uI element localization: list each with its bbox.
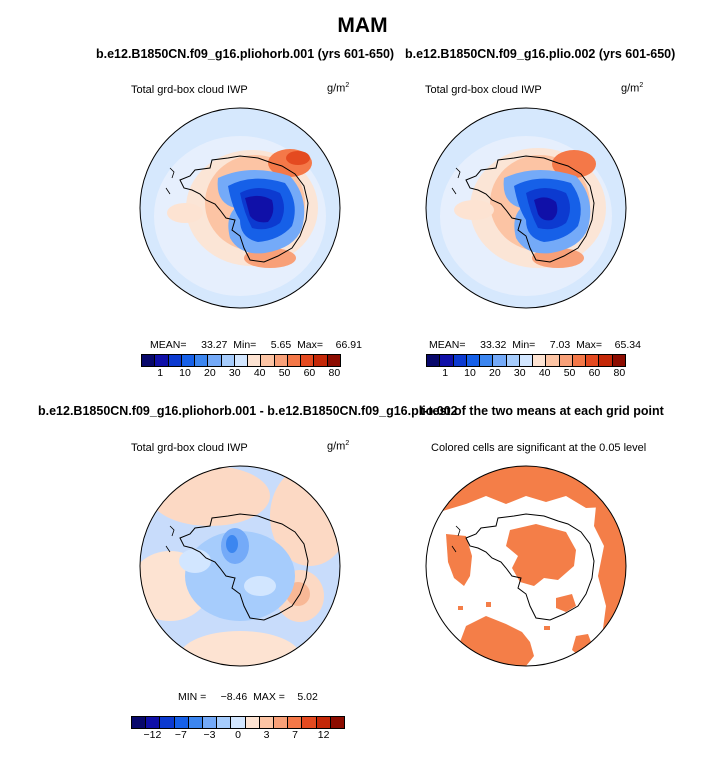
colorbar-swatch: [245, 717, 260, 728]
colorbar-swatch: [314, 355, 328, 366]
main-title: MAM: [337, 14, 388, 37]
colorbar-swatch: [301, 355, 315, 366]
colorbar-tick-label: 1: [157, 367, 164, 379]
colorbar-swatch: [274, 355, 288, 366]
colorbar-swatch: [546, 355, 560, 366]
colorbar-swatch: [155, 355, 169, 366]
panel-1-map: [139, 107, 341, 309]
colorbar-tick-label: 3: [263, 729, 270, 741]
colorbar-swatch: [231, 717, 246, 728]
panel-2-variable-label: Total grd-box cloud IWP: [425, 84, 542, 96]
panel-1-stats: MEAN= 33.27 Min= 5.65 Max= 66.91: [150, 339, 362, 351]
colorbar-swatch: [466, 355, 481, 366]
colorbar-swatch: [330, 717, 345, 728]
colorbar-swatch: [533, 355, 547, 366]
colorbar-tick-label: 1: [442, 367, 449, 379]
panel-3-colorbar: −12 −7 −3 0 3 7 12: [131, 716, 345, 743]
colorbar-swatch: [480, 355, 494, 366]
colorbar-swatch: [287, 355, 302, 366]
colorbar-swatch: [427, 355, 441, 366]
panel-1-heading: b.e12.B1850CN.f09_g16.pliohorb.001 (yrs …: [96, 47, 395, 61]
colorbar-swatch: [506, 355, 520, 366]
colorbar-swatch: [208, 355, 222, 366]
colorbar-swatch: [261, 355, 275, 366]
colorbar-tick-label: 10: [464, 367, 476, 379]
colorbar-swatch: [188, 717, 204, 728]
colorbar-swatch: [259, 717, 275, 728]
panel-3-map: [139, 465, 341, 667]
colorbar-swatch: [316, 717, 331, 728]
colorbar-tick-label: −3: [203, 729, 216, 741]
colorbar-tick-label: 40: [253, 367, 266, 379]
colorbar-swatch: [453, 355, 467, 366]
panel-4-map: [425, 465, 627, 667]
panel-3-heading: b.e12.B1850CN.f09_g16.pliohorb.001 - b.e…: [38, 404, 458, 418]
colorbar-swatch: [327, 355, 340, 366]
colorbar-swatch: [217, 717, 232, 728]
colorbar-tick-label: 60: [303, 367, 316, 379]
colorbar-swatch: [493, 355, 507, 366]
colorbar-swatch: [440, 355, 454, 366]
colorbar-swatch: [599, 355, 613, 366]
colorbar-swatch: [174, 717, 189, 728]
colorbar-tick-label: 30: [228, 367, 241, 379]
colorbar-swatch: [612, 355, 625, 366]
colorbar-tick-label: 0: [235, 729, 241, 741]
colorbar-swatch: [234, 355, 249, 366]
colorbar-tick-label: 50: [278, 367, 291, 379]
panel-1-units: g/m2: [327, 82, 350, 95]
colorbar-swatch: [160, 717, 175, 728]
colorbar-swatch: [221, 355, 235, 366]
colorbar-tick-label: −12: [143, 729, 162, 741]
colorbar-tick-label: −7: [174, 729, 187, 741]
colorbar-tick-label: 12: [317, 729, 330, 741]
colorbar-swatch: [559, 355, 573, 366]
colorbar-tick-label: 7: [292, 729, 298, 741]
colorbar-swatch: [248, 355, 262, 366]
panel-3-units: g/m2: [327, 440, 350, 453]
panel-3-stats: MIN = −8.46 MAX = 5.02: [178, 691, 318, 703]
colorbar-tick-label: 20: [204, 367, 216, 379]
colorbar-swatch: [181, 355, 196, 366]
colorbar-swatch: [142, 355, 156, 366]
colorbar-swatch: [519, 355, 534, 366]
panel-2-units: g/m2: [621, 82, 644, 95]
colorbar-tick-label: 30: [513, 367, 526, 379]
colorbar-swatch: [302, 717, 317, 728]
colorbar-swatch: [274, 717, 289, 728]
colorbar-swatch: [586, 355, 600, 366]
colorbar-tick-label: 20: [489, 367, 501, 379]
colorbar-tick-label: 40: [538, 367, 551, 379]
panel-3-variable-label: Total grd-box cloud IWP: [131, 442, 248, 454]
colorbar-swatch: [146, 717, 161, 728]
colorbar-swatch: [203, 717, 218, 728]
colorbar-swatch: [168, 355, 182, 366]
panel-4-heading: t-test of the two means at each grid poi…: [420, 404, 664, 418]
colorbar-tick-label: 60: [588, 367, 601, 379]
colorbar-swatch: [572, 355, 587, 366]
colorbar-swatch: [195, 355, 209, 366]
colorbar-swatch: [288, 717, 303, 728]
panel-1-colorbar: 1 10 20 30 40 50 60 80: [141, 354, 341, 381]
colorbar-swatch: [132, 717, 147, 728]
panel-2-map: [425, 107, 627, 309]
panel-2-colorbar: 1 10 20 30 40 50 60 80: [426, 354, 626, 381]
panel-4-variable-label: Colored cells are significant at the 0.0…: [431, 442, 647, 454]
colorbar-tick-label: 50: [563, 367, 576, 379]
colorbar-tick-label: 80: [328, 367, 341, 379]
colorbar-tick-label: 80: [613, 367, 626, 379]
panel-2-stats: MEAN= 33.32 Min= 7.03 Max= 65.34: [429, 339, 641, 351]
panel-2-heading: b.e12.B1850CN.f09_g16.plio.002 (yrs 601-…: [405, 47, 676, 61]
colorbar-tick-label: 10: [179, 367, 191, 379]
panel-1-variable-label: Total grd-box cloud IWP: [131, 84, 248, 96]
